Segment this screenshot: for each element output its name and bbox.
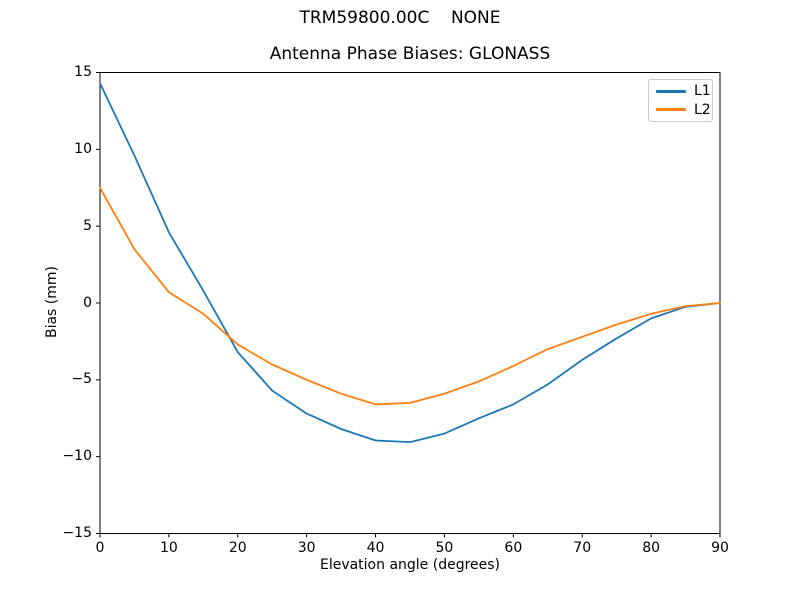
y-tick-label: −15 <box>62 525 92 541</box>
series-line-L1 <box>99 82 721 444</box>
x-tick-label: 60 <box>504 540 523 556</box>
legend-label-l1: L1 <box>694 83 711 100</box>
series-line-L2 <box>99 186 721 406</box>
y-tick-label: 10 <box>74 140 92 157</box>
x-tick-label: 90 <box>711 540 729 556</box>
y-tick-label: 5 <box>83 217 92 234</box>
x-tick-label: 20 <box>228 540 247 556</box>
y-tick-label: 15 <box>74 64 92 80</box>
x-tick-label: 30 <box>297 540 316 556</box>
legend-swatch-l1 <box>656 89 686 93</box>
axes-title: Antenna Phase Biases: GLONASS <box>269 44 551 64</box>
x-tick-label: 40 <box>366 540 385 556</box>
legend-entry-l1: L1 <box>649 84 712 98</box>
x-tick-label: 80 <box>642 540 661 556</box>
x-tick-label: 0 <box>95 540 105 556</box>
y-tick-label: 0 <box>83 294 92 311</box>
legend: L1 L2 <box>648 79 713 122</box>
x-tick-label: 50 <box>435 540 454 556</box>
y-tick-label: −10 <box>62 448 92 465</box>
figure-suptitle: TRM59800.00C NONE <box>299 8 501 28</box>
legend-label-l2: L2 <box>694 101 711 118</box>
x-tick-label: 70 <box>573 540 592 556</box>
legend-entry-l2: L2 <box>649 103 712 117</box>
axes-frame <box>99 72 721 534</box>
legend-swatch-l2 <box>656 108 686 112</box>
x-axis-label: Elevation angle (degrees) <box>319 557 501 573</box>
y-tick-label: −5 <box>71 371 92 388</box>
y-axis-label: Bias (mm) <box>44 265 60 339</box>
x-tick-label: 10 <box>159 540 178 556</box>
